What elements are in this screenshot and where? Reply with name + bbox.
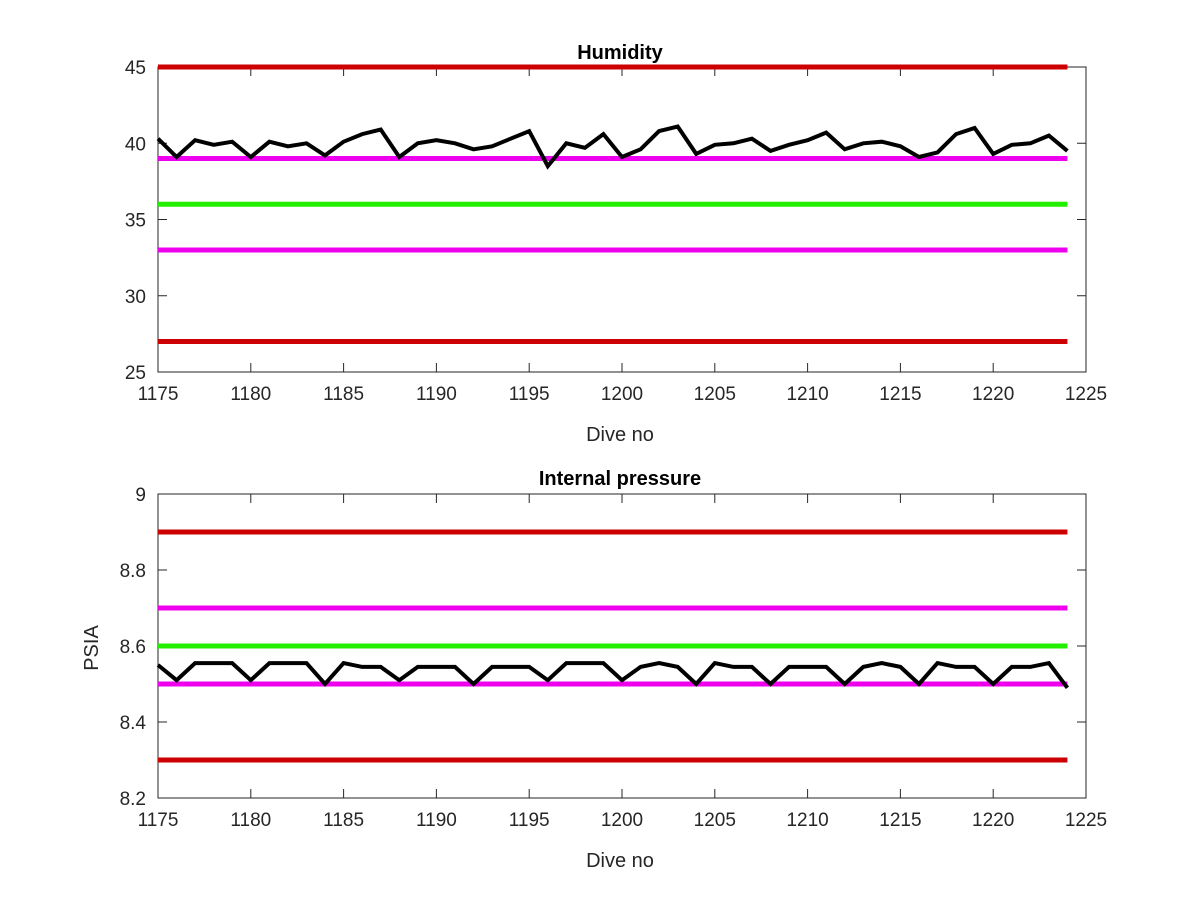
y-tick-label: 25	[125, 363, 146, 384]
y-tick-label: 35	[125, 211, 146, 232]
x-tick-label: 1195	[509, 384, 550, 405]
x-tick-label: 1220	[972, 810, 1014, 831]
y-tick-label: 40	[125, 134, 146, 155]
internal-pressure-chart: Internal pressure Dive no PSIA 1175 1180 1…	[81, 468, 1107, 872]
x-tick-label: 1200	[601, 384, 643, 405]
x-tick-label: 1190	[416, 384, 457, 405]
x-tick-label: 1205	[694, 810, 736, 831]
x-tick-label: 1215	[879, 384, 921, 405]
x-tick-label: 1225	[1065, 810, 1107, 831]
x-tick-label: 1210	[786, 810, 828, 831]
x-axis-label: Dive no	[586, 850, 654, 872]
data-series-line	[156, 660, 1070, 689]
x-axis-label: Dive no	[586, 424, 654, 446]
x-tick-label: 1185	[323, 810, 364, 831]
y-tick-label: 8.2	[120, 789, 146, 810]
x-tick-label: 1195	[509, 810, 550, 831]
x-tick-label: 1185	[323, 384, 364, 405]
x-tick-label: 1225	[1065, 384, 1107, 405]
x-tick-label: 1215	[879, 810, 921, 831]
y-tick-label: 8.8	[120, 561, 146, 582]
x-tick-label: 1175	[138, 810, 179, 831]
chart-title: Humidity	[577, 42, 663, 64]
y-tick-label: 8.4	[120, 713, 147, 734]
x-tick-label: 1180	[230, 384, 271, 405]
x-tick-label: 1175	[138, 384, 179, 405]
chart-title: Internal pressure	[539, 468, 701, 490]
y-axis-label: PSIA	[81, 625, 103, 671]
humidity-chart: Humidity Dive no 1175 1180 1185 1190 1195 120…	[125, 42, 1107, 446]
y-tick-label: 8.6	[120, 637, 146, 658]
y-tick-label: 30	[125, 287, 146, 308]
x-tick-label: 1205	[694, 384, 736, 405]
y-tick-label: 45	[125, 58, 146, 79]
x-tick-label: 1210	[786, 384, 828, 405]
x-tick-label: 1190	[416, 810, 457, 831]
data-series-line	[156, 124, 1069, 170]
x-tick-label: 1180	[230, 810, 271, 831]
y-tick-label: 9	[135, 485, 146, 506]
x-tick-label: 1200	[601, 810, 643, 831]
x-tick-label: 1220	[972, 384, 1014, 405]
